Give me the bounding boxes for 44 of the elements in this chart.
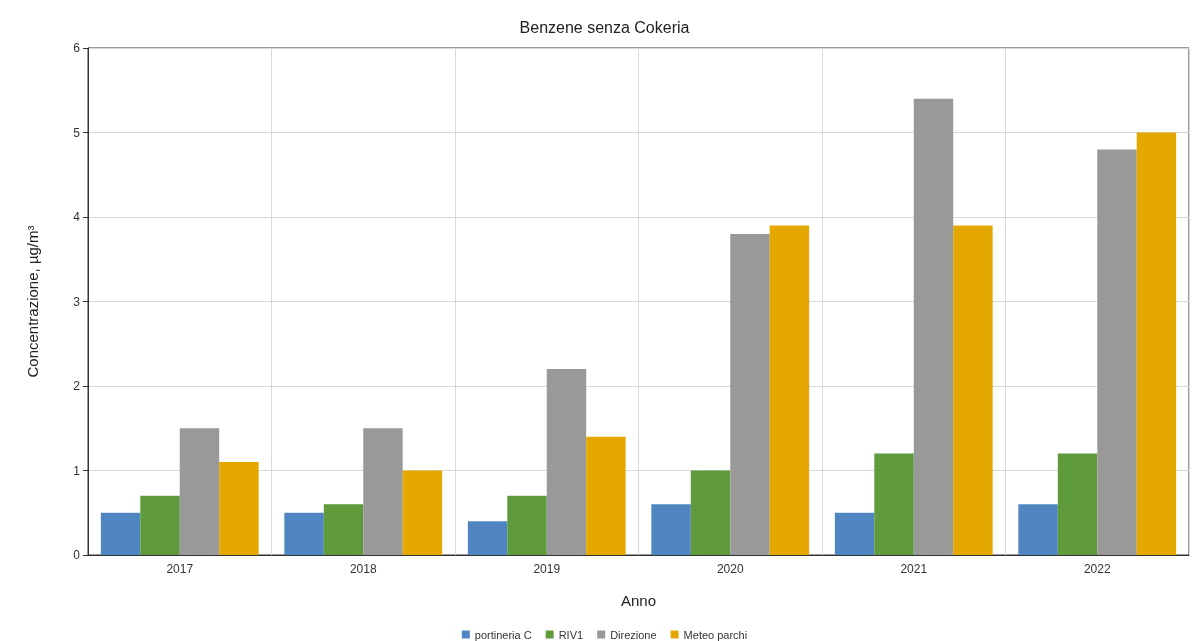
bar — [284, 512, 324, 555]
bar — [874, 453, 914, 555]
y-axis-title: Concentrazione, µg/m³ — [24, 225, 41, 378]
legend-label: portineria C — [474, 628, 532, 641]
y-tick-label: 3 — [73, 294, 81, 309]
bar — [953, 225, 993, 555]
bar — [586, 436, 626, 555]
legend-label: Meteo parchi — [683, 628, 748, 641]
bar — [1018, 504, 1058, 555]
bar — [140, 495, 180, 555]
bar — [690, 470, 731, 555]
x-tick-label: 2022 — [1083, 562, 1111, 576]
bar — [363, 428, 403, 555]
legend-label: RIV1 — [558, 628, 584, 641]
bar — [179, 428, 220, 555]
legend-label: Direzione — [610, 628, 657, 641]
bar — [730, 233, 770, 555]
bar — [402, 470, 443, 555]
x-tick-label: 2017 — [166, 562, 194, 576]
y-tick-label: 5 — [73, 125, 81, 140]
bar — [219, 462, 259, 555]
bar — [323, 504, 364, 555]
bar — [651, 504, 691, 555]
x-axis-title: Anno — [620, 592, 657, 609]
bar — [1097, 149, 1137, 555]
bar — [1057, 453, 1098, 555]
x-tick-label: 2021 — [900, 562, 928, 576]
bar — [1136, 132, 1177, 555]
bar — [100, 512, 141, 555]
chart-title: Benzene senza Cokeria — [519, 18, 690, 36]
bar — [467, 521, 508, 555]
y-tick-label: 4 — [73, 210, 81, 224]
y-tick-label: 0 — [73, 548, 81, 562]
y-tick-label: 1 — [73, 463, 81, 478]
bar — [546, 369, 587, 555]
bar — [507, 495, 547, 555]
y-tick-label: 6 — [73, 41, 81, 55]
y-tick-label: 2 — [73, 379, 81, 393]
bar — [913, 98, 954, 555]
bar — [769, 225, 810, 555]
x-tick-label: 2018 — [349, 562, 377, 576]
bar — [834, 512, 875, 555]
x-tick-label: 2020 — [716, 562, 744, 576]
x-tick-label: 2019 — [533, 562, 561, 576]
